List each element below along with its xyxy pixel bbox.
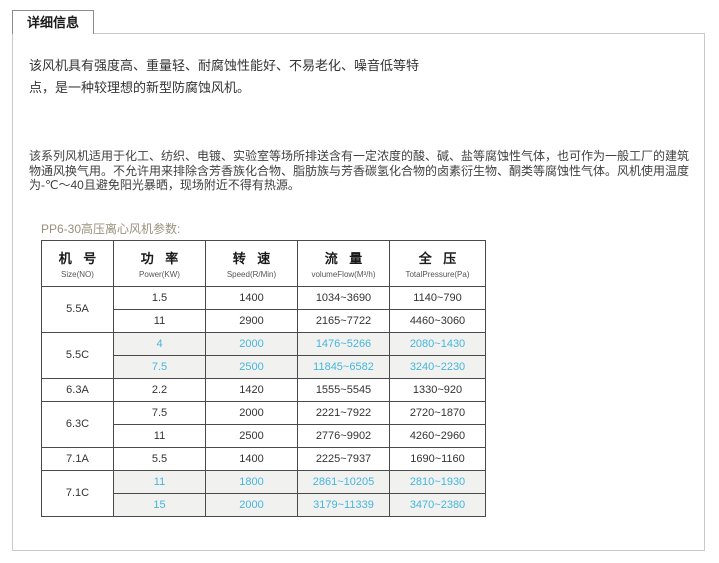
value-cell: 11	[113, 423, 206, 448]
value-cell: 5.5	[113, 446, 206, 471]
value-cell: 2165~7722	[297, 308, 390, 333]
value-cell: 2.2	[113, 377, 206, 402]
col-header-size: 机 号 Size(NO)	[41, 239, 114, 287]
value-cell: 2810~1930	[389, 469, 486, 494]
value-cell: 1420	[205, 377, 298, 402]
col-header-pressure-en: TotalPressure(Pa)	[405, 269, 470, 279]
value-cell: 11	[113, 308, 206, 333]
table-title: PP6-30高压离心风机参数:	[41, 221, 181, 236]
col-header-size-en: Size(NO)	[61, 269, 94, 279]
tab-detail-info[interactable]: 详细信息	[12, 10, 94, 34]
value-cell: 2500	[205, 423, 298, 448]
table-row: 7.5 2500 11845~6582 3240~2230	[42, 354, 486, 379]
value-cell: 2225~7937	[297, 446, 390, 471]
col-header-speed: 转 速 Speed(R/Min)	[205, 239, 298, 287]
value-cell: 11845~6582	[297, 354, 390, 379]
spec-table-body: 5.5A 1.5 1400 1034~3690 1140~790 11 2900 2165~7…	[41, 285, 486, 517]
value-cell: 7.5	[113, 354, 206, 379]
col-header-pressure-zh: 全 压	[418, 250, 457, 266]
col-header-pressure: 全 压 TotalPressure(Pa)	[389, 239, 486, 287]
value-cell: 1555~5545	[297, 377, 390, 402]
value-cell: 2000	[205, 400, 298, 425]
value-cell: 2861~10205	[297, 469, 390, 494]
col-header-size-zh: 机 号	[58, 250, 97, 266]
size-cell: 7.1C	[41, 469, 114, 517]
value-cell: 4	[113, 331, 206, 356]
header-row: 机 号 Size(NO) 功 率 Power(KW) 转 速 Speed(R/M…	[41, 239, 486, 287]
col-header-flow: 流 量 volumeFlow(M³/h)	[297, 239, 390, 287]
value-cell: 2000	[205, 331, 298, 356]
value-cell: 2221~7922	[297, 400, 390, 425]
value-cell: 3470~2380	[389, 492, 486, 517]
col-header-flow-en: volumeFlow(M³/h)	[311, 269, 376, 279]
col-header-flow-zh: 流 量	[324, 250, 363, 266]
size-cell: 5.5C	[41, 331, 114, 379]
value-cell: 1400	[205, 285, 298, 310]
value-cell: 2500	[205, 354, 298, 379]
spec-table-head: 机 号 Size(NO) 功 率 Power(KW) 转 速 Speed(R/M…	[41, 239, 486, 287]
value-cell: 1.5	[113, 285, 206, 310]
table-row: 6.3A 2.2 1420 1555~5545 1330~920	[41, 377, 486, 402]
value-cell: 2900	[205, 308, 298, 333]
value-cell: 15	[113, 492, 206, 517]
size-cell: 6.3C	[41, 400, 114, 448]
value-cell: 3240~2230	[389, 354, 486, 379]
table-row: 7.1A 5.5 1400 2225~7937 1690~1160	[41, 446, 486, 471]
value-cell: 1400	[205, 446, 298, 471]
col-header-power-en: Power(KW)	[139, 269, 180, 279]
size-cell: 6.3A	[41, 377, 114, 402]
detail-panel: 该风机具有强度高、重量轻、耐腐蚀性能好、不易老化、噪音低等特点，是一种较理想的新…	[12, 33, 705, 551]
value-cell: 11	[113, 469, 206, 494]
size-cell: 7.1A	[41, 446, 114, 471]
intro-paragraph: 该风机具有强度高、重量轻、耐腐蚀性能好、不易老化、噪音低等特点，是一种较理想的新…	[29, 58, 420, 95]
value-cell: 1800	[205, 469, 298, 494]
value-cell: 1476~5266	[297, 331, 390, 356]
spec-table: 机 号 Size(NO) 功 率 Power(KW) 转 速 Speed(R/M…	[41, 239, 486, 517]
col-header-power: 功 率 Power(KW)	[113, 239, 206, 287]
usage-paragraph: 该系列风机适用于化工、纺织、电镀、实验室等场所排送含有一定浓度的酸、碱、盐等腐蚀…	[29, 149, 690, 192]
table-row: 5.5C 4 2000 1476~5266 2080~1430	[41, 331, 486, 379]
value-cell: 1034~3690	[297, 285, 390, 310]
value-cell: 3179~11339	[297, 492, 390, 517]
col-header-power-zh: 功 率	[140, 250, 179, 266]
col-header-speed-zh: 转 速	[232, 250, 271, 266]
value-cell: 4460~3060	[389, 308, 486, 333]
value-cell: 4260~2960	[389, 423, 486, 448]
value-cell: 2000	[205, 492, 298, 517]
table-row: 11 2900 2165~7722 4460~3060	[42, 308, 486, 333]
table-row: 7.1C 11 1800 2861~10205 2810~1930	[41, 469, 486, 517]
value-cell: 1690~1160	[389, 446, 486, 471]
value-cell: 2080~1430	[389, 331, 486, 356]
col-header-speed-en: Speed(R/Min)	[226, 269, 277, 279]
value-cell: 2776~9902	[297, 423, 390, 448]
table-row: 15 2000 3179~11339 3470~2380	[42, 492, 486, 517]
table-row: 6.3C 7.5 2000 2221~7922 2720~1870	[41, 400, 486, 448]
value-cell: 7.5	[113, 400, 206, 425]
value-cell: 1140~790	[389, 285, 486, 310]
value-cell: 1330~920	[389, 377, 486, 402]
value-cell: 2720~1870	[389, 400, 486, 425]
size-cell: 5.5A	[41, 285, 114, 333]
table-row: 5.5A 1.5 1400 1034~3690 1140~790	[41, 285, 486, 333]
